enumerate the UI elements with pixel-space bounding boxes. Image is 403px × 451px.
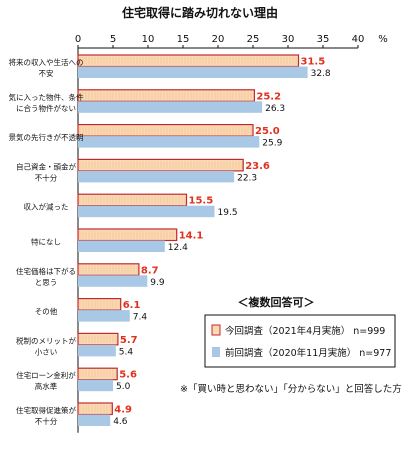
category-label: 税制のメリットが xyxy=(16,335,76,345)
unit-label: % xyxy=(378,34,388,45)
bar-previous xyxy=(78,414,111,426)
value-label-current: 14.1 xyxy=(179,231,204,242)
category-label: 住宅価格は下がる xyxy=(16,266,76,276)
bar-current xyxy=(77,89,255,102)
category-label: 不十分 xyxy=(35,416,58,426)
category-label: 特になし xyxy=(31,237,61,247)
category-label: に合う物件がない xyxy=(16,103,76,113)
x-tick-label: 40 xyxy=(352,34,365,45)
category-label: 不安 xyxy=(39,68,54,78)
legend-label-current: 今回調査（2021年4月実施） n=999 xyxy=(225,325,385,337)
value-label-current: 8.7 xyxy=(141,265,159,276)
value-label-current: 4.9 xyxy=(114,405,132,416)
category-label: 気に入った物件、条件 xyxy=(9,92,84,102)
bar-previous xyxy=(78,379,113,392)
category-label: と思う xyxy=(35,278,58,287)
category-label: 自己資金・頭金が xyxy=(16,161,76,171)
legend: ＜複数回答可＞ 今回調査（2021年4月実施） n=999 前回調査（2020年… xyxy=(204,295,396,368)
value-label-current: 23.6 xyxy=(245,161,270,172)
category-label: 小さい xyxy=(35,347,58,356)
value-label-previous: 5.4 xyxy=(119,347,134,357)
x-tick-label: 0 xyxy=(75,34,81,45)
bar-previous xyxy=(78,275,148,287)
category-label: 住宅取得促進策が xyxy=(16,405,76,415)
value-label-current: 5.6 xyxy=(119,370,137,381)
value-label-current: 25.2 xyxy=(256,91,281,102)
x-tick-label: 35 xyxy=(317,34,330,45)
bar-current xyxy=(77,228,178,242)
x-tick-label: 15 xyxy=(177,34,190,45)
x-tick-label: 30 xyxy=(282,34,295,45)
bar-previous xyxy=(78,344,116,357)
category-label: その他 xyxy=(35,306,58,316)
legend-box xyxy=(204,314,396,368)
value-labels: 31.532.8 25.2 26.3 25.0 25.9 23.622.3 15.5 19.5… xyxy=(113,57,331,428)
value-label-previous: 22.3 xyxy=(237,173,257,183)
bar-previous xyxy=(78,66,308,78)
category-label: 高水準 xyxy=(35,381,58,391)
category-label: 景気の先行きが不透明 xyxy=(9,132,84,142)
value-label-current: 25.0 xyxy=(255,126,280,137)
legend-title: ＜複数回答可＞ xyxy=(238,295,315,309)
x-axis-ticks: 0 5 10 15 20 25 30 35 40 xyxy=(75,34,365,45)
x-tick-label: 5 xyxy=(110,34,116,45)
x-tick-label: 10 xyxy=(142,34,155,45)
bar-previous xyxy=(78,170,235,183)
value-label-current: 31.5 xyxy=(301,57,326,68)
value-label-previous: 7.4 xyxy=(133,313,148,323)
legend-label-previous: 前回調査（2020年11月実施） n=977 xyxy=(225,347,391,359)
chart-title: 住宅取得に踏み切れない理由 xyxy=(122,5,278,20)
bar-previous xyxy=(78,310,130,322)
category-label: 将来の収入や生活への xyxy=(9,57,84,67)
legend-swatch-current xyxy=(211,324,221,336)
legend-swatch-previous xyxy=(212,347,220,357)
value-label-previous: 19.5 xyxy=(218,208,238,218)
bar-current xyxy=(77,158,244,172)
bar-previous xyxy=(78,101,263,113)
value-label-current: 6.1 xyxy=(123,300,141,311)
bar-previous xyxy=(78,240,165,252)
bar-previous xyxy=(78,136,260,148)
category-labels: 将来の収入や生活への不安気に入った物件、条件に合う物件がない景気の先行きが不透明… xyxy=(9,57,84,426)
bars xyxy=(77,54,308,426)
category-label: 不十分 xyxy=(35,172,58,182)
value-label-previous: 5.0 xyxy=(116,382,131,392)
value-label-previous: 12.4 xyxy=(168,243,188,253)
value-label-previous: 25.9 xyxy=(262,139,282,149)
bar-current xyxy=(77,367,118,381)
bar-current xyxy=(77,298,122,311)
bar-previous xyxy=(78,205,215,218)
value-label-current: 5.7 xyxy=(120,335,138,346)
value-label-previous: 4.6 xyxy=(113,417,128,427)
category-label: 収入が減った xyxy=(24,202,69,212)
value-label-previous: 32.8 xyxy=(311,69,331,79)
bar-current xyxy=(77,263,140,276)
x-tick-label: 25 xyxy=(247,34,260,45)
footnote: ※「買い時と思わない」「分からない」と回答した方 xyxy=(180,383,402,395)
value-label-previous: 26.3 xyxy=(265,104,285,114)
x-tick-label: 20 xyxy=(212,34,225,45)
value-label-previous: 9.9 xyxy=(150,278,165,288)
value-label-current: 15.5 xyxy=(189,196,214,207)
category-label: 住宅ローン金利が xyxy=(16,370,76,380)
